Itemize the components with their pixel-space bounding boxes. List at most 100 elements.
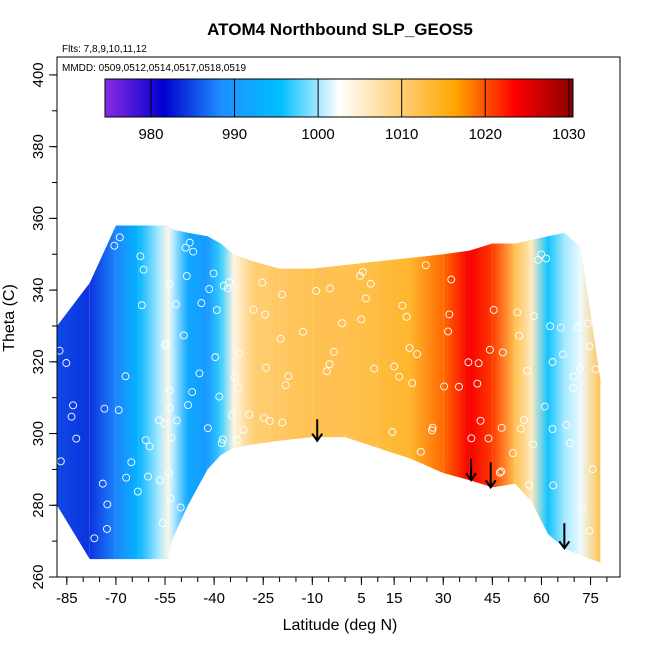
data-point [542, 254, 551, 263]
data-point [588, 465, 597, 474]
data-point [489, 305, 498, 314]
data-point [525, 480, 534, 489]
colorbar: 980 990 1000 1010 1020 1030 [104, 78, 586, 143]
data-point [299, 327, 307, 336]
field-strip [171, 229, 188, 542]
field-strip [57, 282, 90, 560]
flights-note: Flts: 7,8,9,10,11,12 [62, 44, 147, 55]
y-tick-label: 380 [30, 134, 47, 159]
data-point [127, 458, 136, 467]
field-strip [492, 243, 516, 488]
slp-field [57, 225, 601, 563]
field-strip [220, 243, 234, 456]
y-tick-label: 300 [30, 421, 47, 446]
y-tick-label: 280 [30, 493, 47, 518]
data-points [55, 233, 600, 543]
field-strip [410, 254, 444, 473]
data-point [565, 439, 574, 448]
data-point [585, 526, 594, 535]
data-point [440, 382, 449, 391]
data-point [197, 299, 206, 308]
data-point [276, 334, 285, 343]
data-point [509, 449, 517, 458]
data-point [211, 353, 220, 362]
data-point [239, 425, 248, 434]
data-point [158, 519, 167, 528]
y-axis: 260 280 300 320 340 360 380 400 [30, 62, 57, 590]
dates-note: MMDD: 0509,0512,0514,0517,0518,0519 [62, 63, 246, 74]
x-axis-label: Latitude (deg N) [283, 617, 398, 634]
data-point [141, 436, 150, 445]
data-point [408, 379, 417, 388]
data-point [576, 364, 585, 373]
field-strip [168, 225, 172, 560]
y-tick-label: 400 [30, 62, 47, 87]
data-point [515, 331, 523, 340]
data-point [72, 434, 81, 443]
data-point [90, 534, 99, 543]
data-point [338, 319, 346, 328]
data-point [165, 280, 174, 289]
data-point [227, 411, 236, 420]
data-point [284, 372, 293, 381]
data-point [172, 416, 181, 425]
y-axis-label: Theta (C) [1, 284, 18, 352]
data-point [172, 300, 180, 309]
x-tick-label: 15 [386, 590, 403, 607]
colorbar-tick-label: 1000 [301, 126, 334, 143]
data-point [235, 349, 244, 358]
data-point [161, 341, 170, 350]
data-point [110, 241, 119, 250]
data-point [569, 384, 577, 393]
data-point [167, 433, 176, 442]
data-point [176, 503, 185, 512]
data-point [366, 279, 375, 288]
y-tick-label: 340 [30, 278, 47, 303]
data-point [573, 323, 582, 332]
arrow-marker [465, 458, 477, 482]
data-point [361, 294, 370, 303]
y-tick-label: 260 [30, 564, 47, 589]
data-point [405, 343, 414, 352]
x-tick-label: -85 [56, 590, 78, 607]
data-point [322, 367, 331, 376]
data-point [102, 525, 111, 533]
data-point [261, 310, 270, 319]
data-point [249, 305, 258, 314]
data-point [578, 504, 587, 513]
data-point [395, 372, 404, 381]
data-point [485, 345, 494, 354]
x-tick-label: 30 [435, 590, 452, 607]
colorbar-tick-label: 980 [138, 126, 163, 143]
chart-title: ATOM4 Northbound SLP_GEOS5 [207, 20, 473, 39]
field-strip [279, 268, 313, 441]
data-point [529, 440, 537, 449]
data-point [370, 364, 378, 373]
data-point [476, 416, 485, 425]
field-strip [312, 265, 346, 438]
x-tick-label: 75 [582, 590, 599, 607]
data-point [398, 301, 407, 310]
data-point [136, 252, 145, 261]
field-strip [187, 232, 208, 506]
data-point [261, 363, 270, 372]
data-point [212, 306, 221, 315]
field-strip [564, 232, 581, 556]
data-point [546, 322, 555, 331]
data-point [122, 473, 131, 482]
data-point [165, 403, 174, 412]
field-strip [233, 254, 254, 448]
data-point [278, 418, 287, 427]
x-tick-label: 60 [533, 590, 550, 607]
arrow-marker [558, 523, 571, 551]
field-strip [580, 247, 601, 563]
data-point [357, 315, 366, 324]
data-point [209, 269, 218, 278]
data-point [115, 233, 124, 242]
x-tick-label: 45 [484, 590, 501, 607]
data-point [55, 346, 64, 355]
data-point [497, 467, 506, 476]
x-tick-label: -55 [154, 590, 176, 607]
data-point [215, 392, 224, 401]
x-tick-label: -25 [252, 590, 274, 607]
